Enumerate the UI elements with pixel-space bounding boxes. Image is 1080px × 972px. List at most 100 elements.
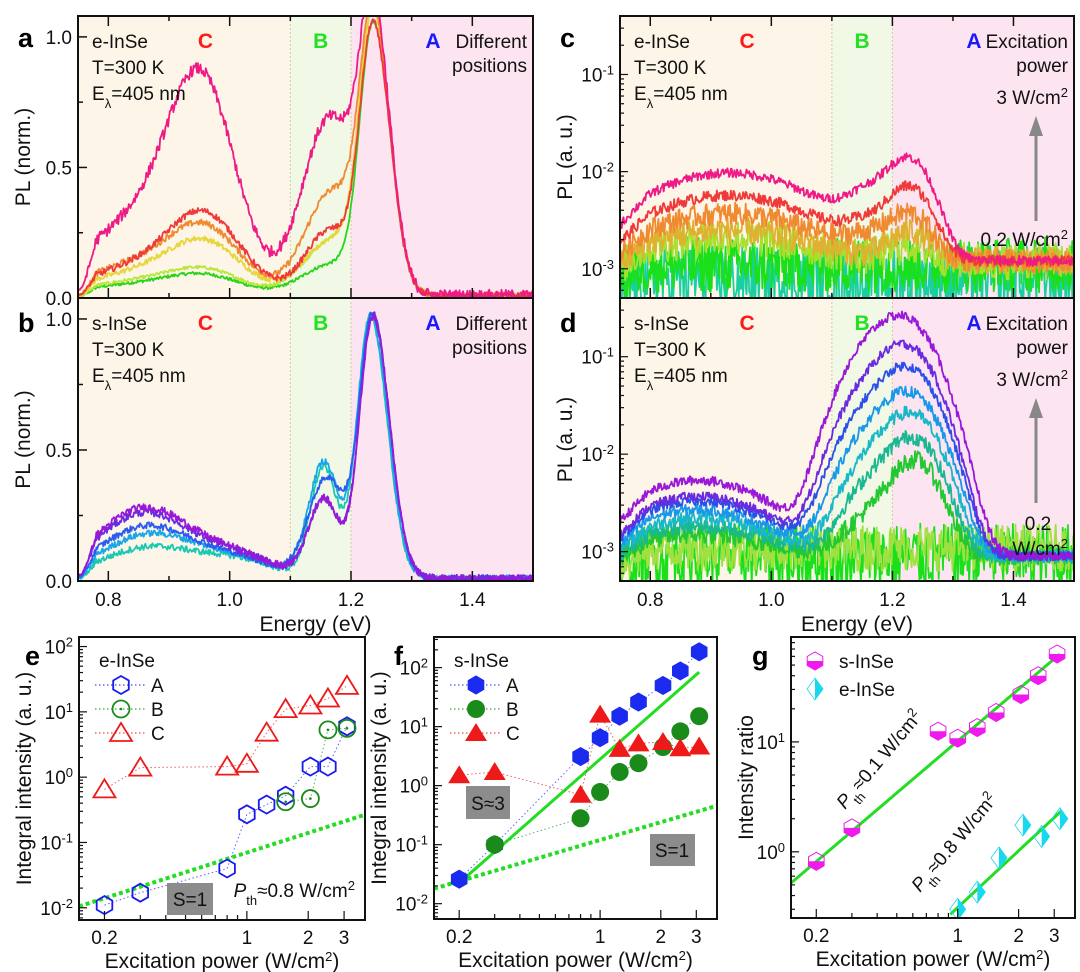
data-point-c <box>651 731 674 750</box>
pth-label: Pth≈0.8 W/cm2 <box>234 878 355 908</box>
series-line-0-3-w-cm2 <box>620 523 1074 579</box>
region-label-A: A <box>966 30 981 53</box>
high-power-label: 3 W/cm2 <box>996 367 1068 392</box>
data-point-a <box>238 804 256 825</box>
series-connector-C <box>459 713 700 796</box>
y-tick-label-sup: -3 <box>602 539 614 554</box>
panel-letter-f: f <box>394 641 404 671</box>
region-label-B: B <box>855 312 870 335</box>
panel-letter-b: b <box>18 308 35 338</box>
excitation-label-n: =405 nm <box>653 84 727 105</box>
y-tick-label-sup: -1 <box>416 832 428 847</box>
data-point-a <box>591 728 609 748</box>
legend-marker-c <box>108 721 134 742</box>
y-tick-label: 100 <box>757 839 785 864</box>
data-point-c <box>315 686 341 708</box>
y-tick-label-sup: 2 <box>421 655 428 670</box>
data-point-a <box>672 661 689 681</box>
data-point-c <box>627 733 650 752</box>
y-tick-label-sup: -2 <box>61 895 73 910</box>
note-line2: power <box>1016 56 1068 77</box>
region-label-C: C <box>740 30 755 53</box>
x-axis-title: Excitation power (W/cm2) <box>458 948 693 972</box>
y-tick-label: 10-1 <box>581 62 614 87</box>
region-label-A: A <box>966 312 981 335</box>
y-tick-label-sup: -1 <box>61 830 73 845</box>
legend-label-c: C <box>151 724 165 745</box>
x-axis-title-n: ) <box>332 950 339 972</box>
x-axis-title: Energy (eV) <box>259 613 371 636</box>
region-label-B: B <box>313 30 328 53</box>
excitation-label-n: E <box>92 366 105 387</box>
data-point-a <box>690 642 708 662</box>
data-point-e-inse-fill <box>1041 825 1050 848</box>
panel-letter-g: g <box>752 641 769 671</box>
plot-frame <box>433 636 718 920</box>
x-axis-title-sup: 2 <box>679 948 686 963</box>
series-line-position-6 <box>78 16 533 298</box>
panel-a: 0.0 0.5 1.0 PL (norm.) a e-InSe T=300 K Eλ=405 … <box>12 15 534 310</box>
y-tick-label-n: 10 <box>581 65 602 86</box>
excitation-label-sub: λ <box>105 96 112 111</box>
fit-line <box>79 812 365 909</box>
series-line-position-5 <box>78 311 533 581</box>
data-point-b <box>690 707 709 726</box>
low-power-label: 0.2 <box>1025 514 1051 535</box>
data-point-a <box>276 785 295 806</box>
data-point-c <box>91 777 118 799</box>
low-power-unit: W/cm2 <box>1012 536 1068 561</box>
y-tick-label: 10-3 <box>581 256 614 281</box>
y-tick-label: 10-3 <box>581 539 614 564</box>
region-label-C: C <box>198 312 213 335</box>
pth-label-sup: 2 <box>348 878 355 893</box>
data-point-a <box>257 794 276 815</box>
legend-marker-b-dot <box>119 707 123 711</box>
s1-label-box <box>650 834 695 866</box>
s-label-box <box>167 883 213 915</box>
low-power-label-sup: 2 <box>1061 227 1068 242</box>
note-line1: Different <box>456 314 528 335</box>
y-axis-title: PL (norm.) <box>12 108 35 206</box>
y-tick-label-sup: -2 <box>416 891 428 906</box>
y-tick-label-sup: 2 <box>66 634 73 649</box>
series-line-1-6-w-cm2 <box>620 201 1074 274</box>
y-tick-label-n: 10 <box>400 777 421 798</box>
x-tick-label: 1.4 <box>459 590 486 611</box>
panel-b: 0.8 1.0 1.2 1.4 Energy (eV) 0.0 0.5 1.0 PL (norm… <box>12 297 534 636</box>
y-tick-label-sup: -3 <box>602 256 614 271</box>
data-point-s-inse-fill <box>988 712 1005 722</box>
plot-frame <box>790 636 1076 919</box>
temperature-label: T=300 K <box>634 340 707 361</box>
x-tick-label: 2 <box>303 928 314 949</box>
x-tick-label: 1.0 <box>216 590 242 611</box>
data-point-b-dot <box>326 728 330 732</box>
excitation-label-n: E <box>92 84 105 105</box>
legend-label-b: B <box>151 700 164 721</box>
y-tick-label: 0.5 <box>46 158 72 179</box>
panel-letter-d: d <box>560 308 577 338</box>
region-label-A: A <box>425 312 440 335</box>
legend: s-InSe e-InSe <box>806 651 895 701</box>
excitation-label-sub: λ <box>647 96 654 111</box>
data-point-b-dot <box>284 800 287 804</box>
low-power-unit-n: W/cm <box>1012 539 1061 560</box>
high-power-label-n: 3 W/cm <box>996 88 1060 109</box>
x-tick-label: 1.2 <box>338 590 364 611</box>
x-tick-label: 3 <box>1049 926 1060 947</box>
plot-frame <box>78 636 366 921</box>
s3-label-box <box>466 786 510 819</box>
excitation-label: Eλ=405 nm <box>634 366 728 393</box>
y-tick-label: 10-1 <box>40 830 73 855</box>
y-tick-label-n: 10 <box>581 543 602 564</box>
series-line-2-5-w-cm2 <box>620 339 1074 562</box>
data-point-c <box>234 752 260 773</box>
series-group <box>620 310 1074 581</box>
data-point-e-inse-fill <box>977 881 986 904</box>
series-line-0-3-w-cm2 <box>620 236 1074 298</box>
data-point-a <box>338 716 356 737</box>
region-C <box>78 16 291 298</box>
high-power-label-n: 3 W/cm <box>996 370 1060 391</box>
y-tick-label-sup: 0 <box>778 839 785 854</box>
y-tick-label: 10-2 <box>581 442 614 467</box>
